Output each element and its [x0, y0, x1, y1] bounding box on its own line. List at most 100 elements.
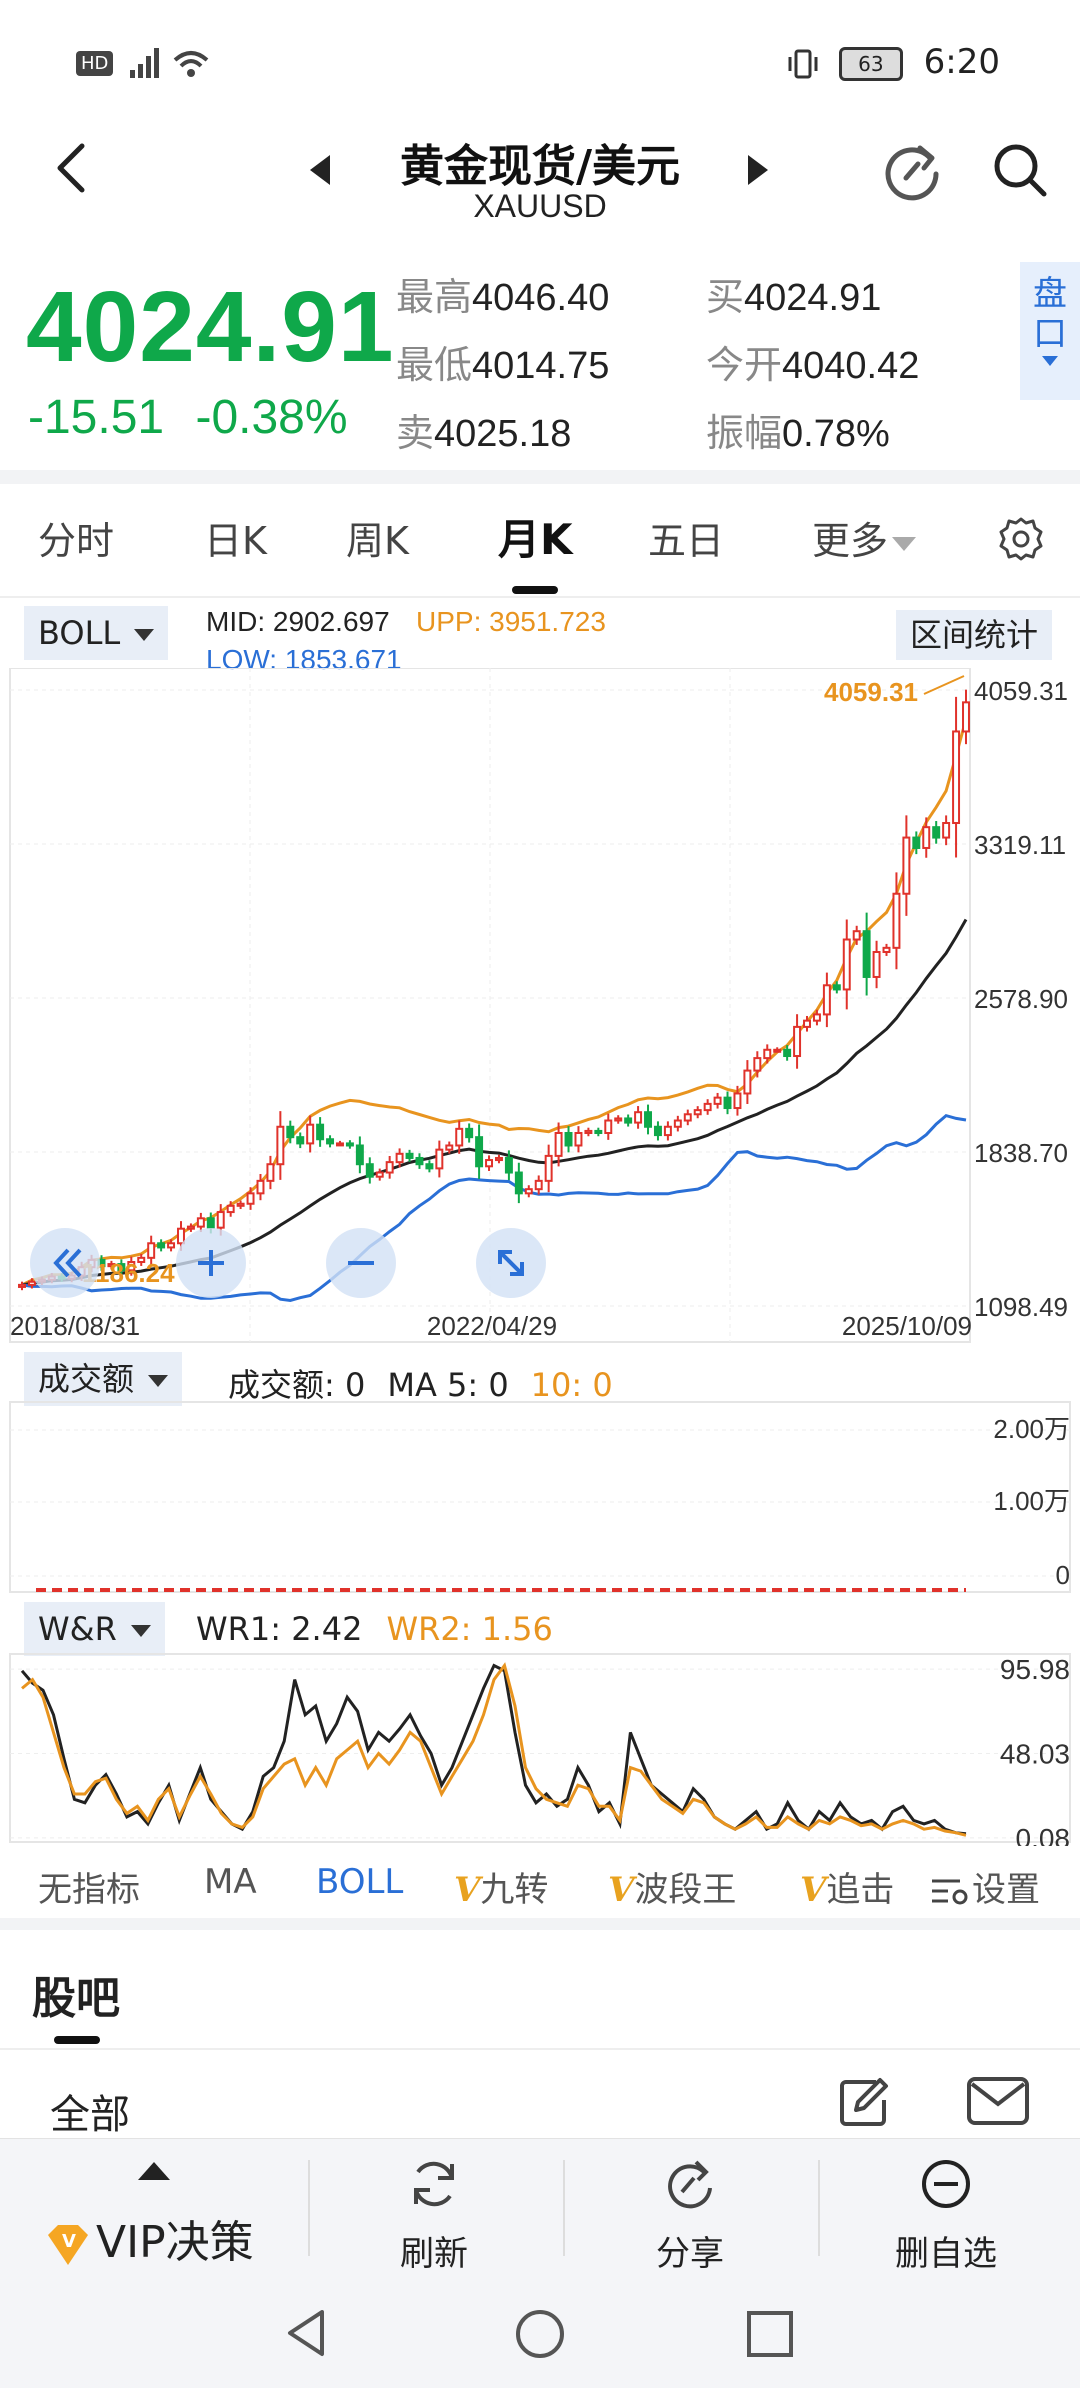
indicator-tab-none[interactable]: 无指标	[38, 1870, 140, 1910]
tab-monthly-k[interactable]: 月K	[498, 515, 573, 564]
candle-body	[415, 1156, 424, 1166]
pankou-button[interactable]: 盘口	[1020, 262, 1080, 400]
double-chevron-left-icon	[53, 1248, 82, 1278]
symbol-code: XAUUSD	[473, 188, 607, 224]
candle-body	[544, 1154, 553, 1182]
tab-weekly-k[interactable]: 周K	[346, 519, 409, 563]
scroll-left-button[interactable]	[30, 1228, 100, 1298]
wifi-icon	[174, 51, 209, 77]
share-refresh-icon[interactable]	[880, 138, 944, 202]
tab-daily-k[interactable]: 日K	[204, 519, 267, 563]
settings-gear-icon[interactable]	[996, 514, 1046, 564]
candle-body	[286, 1125, 295, 1139]
candle-body	[335, 1142, 344, 1147]
candle-body	[693, 1109, 702, 1116]
candle-body	[186, 1225, 195, 1230]
share-button[interactable]: 分享	[590, 2156, 790, 2276]
candle-body	[663, 1125, 672, 1137]
candle-body	[604, 1119, 613, 1135]
volume-chart: 2.00万 1.00万 0	[9, 1401, 1071, 1593]
expand-up-icon[interactable]	[138, 2162, 170, 2180]
candle-body	[614, 1117, 623, 1122]
fullscreen-button[interactable]	[476, 1228, 546, 1298]
candlestick-chart[interactable]: 4059.31 3319.11 2578.90 1838.70 1098.49 4059.…	[0, 668, 1080, 1348]
zoom-out-button[interactable]	[326, 1228, 396, 1298]
candle-body	[306, 1123, 315, 1145]
candle-body	[345, 1142, 354, 1147]
nav-home-icon[interactable]	[512, 2306, 568, 2362]
candle-body	[504, 1156, 513, 1174]
candle-body	[713, 1096, 722, 1105]
wr-frame	[9, 1653, 1071, 1843]
remove-watchlist-button[interactable]: 删自选	[846, 2156, 1046, 2276]
tab-more[interactable]: 更多	[812, 510, 917, 565]
wr2-line	[21, 1662, 967, 1837]
boll-upp: UPP: 3951.723	[416, 606, 606, 637]
refresh-button[interactable]: 刷新	[334, 2156, 534, 2276]
candle-body	[723, 1096, 732, 1110]
zoom-in-button[interactable]	[176, 1228, 246, 1298]
candle-body	[733, 1092, 742, 1110]
candle-body	[803, 1019, 811, 1028]
indicator-tab-jiuzhuan[interactable]: V九转	[454, 1870, 549, 1910]
tab-five-day[interactable]: 五日	[648, 519, 725, 563]
candle-body	[644, 1111, 653, 1128]
change-percent: -0.38%	[195, 391, 348, 444]
buy-stat: 买4024.91	[706, 275, 882, 319]
candle-body	[653, 1125, 662, 1137]
wr-stats: WR1: 2.42 WR2: 1.56	[196, 1610, 553, 1648]
candle-body	[256, 1179, 265, 1195]
filter-all[interactable]: 全部	[50, 2092, 130, 2138]
candle-body	[514, 1171, 523, 1195]
nav-back-icon[interactable]	[280, 2306, 334, 2360]
candle-body	[236, 1202, 245, 1207]
candle-body	[316, 1123, 325, 1141]
y-tick-label: 1.00万	[993, 1486, 1070, 1516]
indicator-tab-boduanwang[interactable]: V波段王	[608, 1870, 737, 1910]
candle-body	[952, 730, 961, 825]
range-stat-button[interactable]: 区间统计	[896, 610, 1053, 660]
candle-body	[405, 1152, 414, 1159]
guba-tab-indicator	[54, 2036, 100, 2044]
system-nav-bar	[0, 2278, 1080, 2388]
back-arrow-icon[interactable]	[48, 138, 98, 198]
indicator-tab-boll[interactable]: BOLL	[316, 1862, 404, 1902]
boll-indicator-label: BOLL	[38, 614, 121, 652]
candle-body	[485, 1159, 494, 1168]
indicator-settings[interactable]: 设置	[922, 1862, 1040, 1911]
status-right: 63 6:20	[786, 42, 1000, 82]
y-tick-label: 2578.90	[974, 984, 1068, 1014]
candle-body	[455, 1127, 464, 1147]
candle-body	[226, 1204, 235, 1214]
wr-indicator-select[interactable]: W&R	[24, 1602, 165, 1656]
status-bar: HD 63 6:20	[0, 0, 1080, 120]
volume-indicator-select[interactable]: 成交额	[24, 1352, 183, 1406]
signal-icon	[130, 48, 160, 78]
y-tick-label: 1838.70	[974, 1138, 1068, 1168]
message-icon[interactable]	[966, 2076, 1030, 2128]
candle-body	[962, 701, 970, 733]
boll-low-line	[21, 1113, 967, 1303]
volume-indicator-label: 成交额	[38, 1360, 135, 1398]
guba-title[interactable]: 股吧	[32, 1973, 120, 2024]
candle-body	[892, 892, 901, 949]
compose-post-icon[interactable]	[836, 2074, 892, 2130]
vip-decision-button[interactable]: V VIP决策	[40, 2206, 254, 2270]
list-settings-icon	[932, 1879, 968, 1904]
nav-recents-icon[interactable]	[744, 2308, 796, 2360]
chevron-down-icon	[892, 536, 917, 551]
prev-symbol-icon[interactable]	[310, 155, 330, 185]
boll-indicator-select[interactable]: BOLL	[24, 606, 169, 660]
candle-body	[942, 822, 951, 839]
candle-body	[196, 1217, 205, 1228]
indicator-tab-zhuiji[interactable]: V追击	[800, 1870, 895, 1910]
search-icon[interactable]	[988, 138, 1052, 202]
high-stat: 最高4046.40	[396, 275, 610, 319]
candle-body	[932, 826, 941, 839]
page-title: 黄金现货/美元	[399, 141, 681, 192]
next-symbol-icon[interactable]	[748, 155, 768, 185]
candle-body	[27, 1280, 36, 1286]
boll-mid: MID: 2902.697	[206, 606, 390, 637]
tab-intraday[interactable]: 分时	[38, 519, 115, 563]
indicator-tab-ma[interactable]: MA	[204, 1862, 257, 1902]
